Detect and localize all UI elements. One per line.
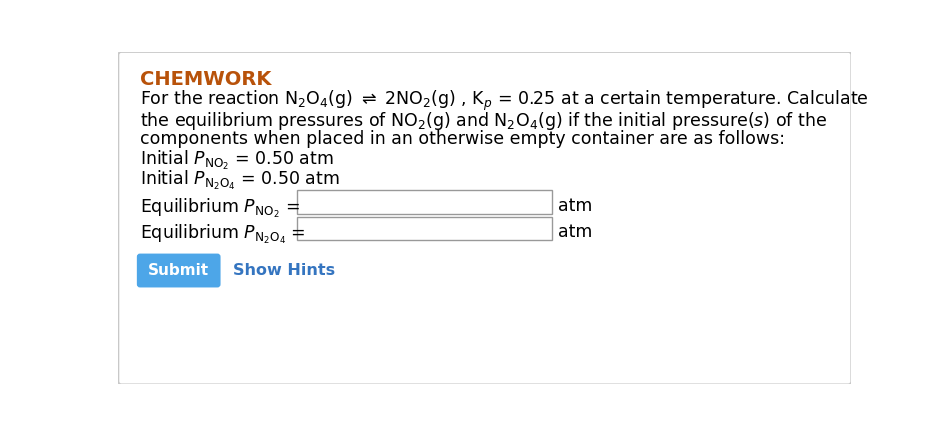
- FancyBboxPatch shape: [137, 254, 220, 287]
- Bar: [296, 216, 552, 240]
- Text: Show Hints: Show Hints: [233, 263, 335, 278]
- Text: For the reaction N$_2$O$_4$(g) $\rightleftharpoons$ 2NO$_2$(g) , K$_p$ = 0.25 at: For the reaction N$_2$O$_4$(g) $\rightle…: [140, 89, 868, 113]
- Text: Initial $P_{\mathrm{N_2O_4}}$ = 0.50 atm: Initial $P_{\mathrm{N_2O_4}}$ = 0.50 atm: [140, 169, 340, 192]
- Text: Submit: Submit: [149, 263, 209, 278]
- Text: CHEMWORK: CHEMWORK: [140, 70, 272, 89]
- Text: Initial $P_{\mathrm{NO_2}}$ = 0.50 atm: Initial $P_{\mathrm{NO_2}}$ = 0.50 atm: [140, 149, 334, 172]
- FancyBboxPatch shape: [118, 52, 851, 384]
- Text: atm: atm: [558, 223, 593, 241]
- Text: Equilibrium $P_{\mathrm{N_2O_4}}$ =: Equilibrium $P_{\mathrm{N_2O_4}}$ =: [140, 223, 306, 246]
- Text: components when placed in an otherwise empty container are as follows:: components when placed in an otherwise e…: [140, 130, 785, 148]
- Bar: [296, 191, 552, 213]
- Text: atm: atm: [558, 197, 593, 215]
- Text: the equilibrium pressures of NO$_2$(g) and N$_2$O$_4$(g) if the initial pressure: the equilibrium pressures of NO$_2$(g) a…: [140, 110, 827, 132]
- Text: Equilibrium $P_{\mathrm{NO_2}}$ =: Equilibrium $P_{\mathrm{NO_2}}$ =: [140, 197, 300, 220]
